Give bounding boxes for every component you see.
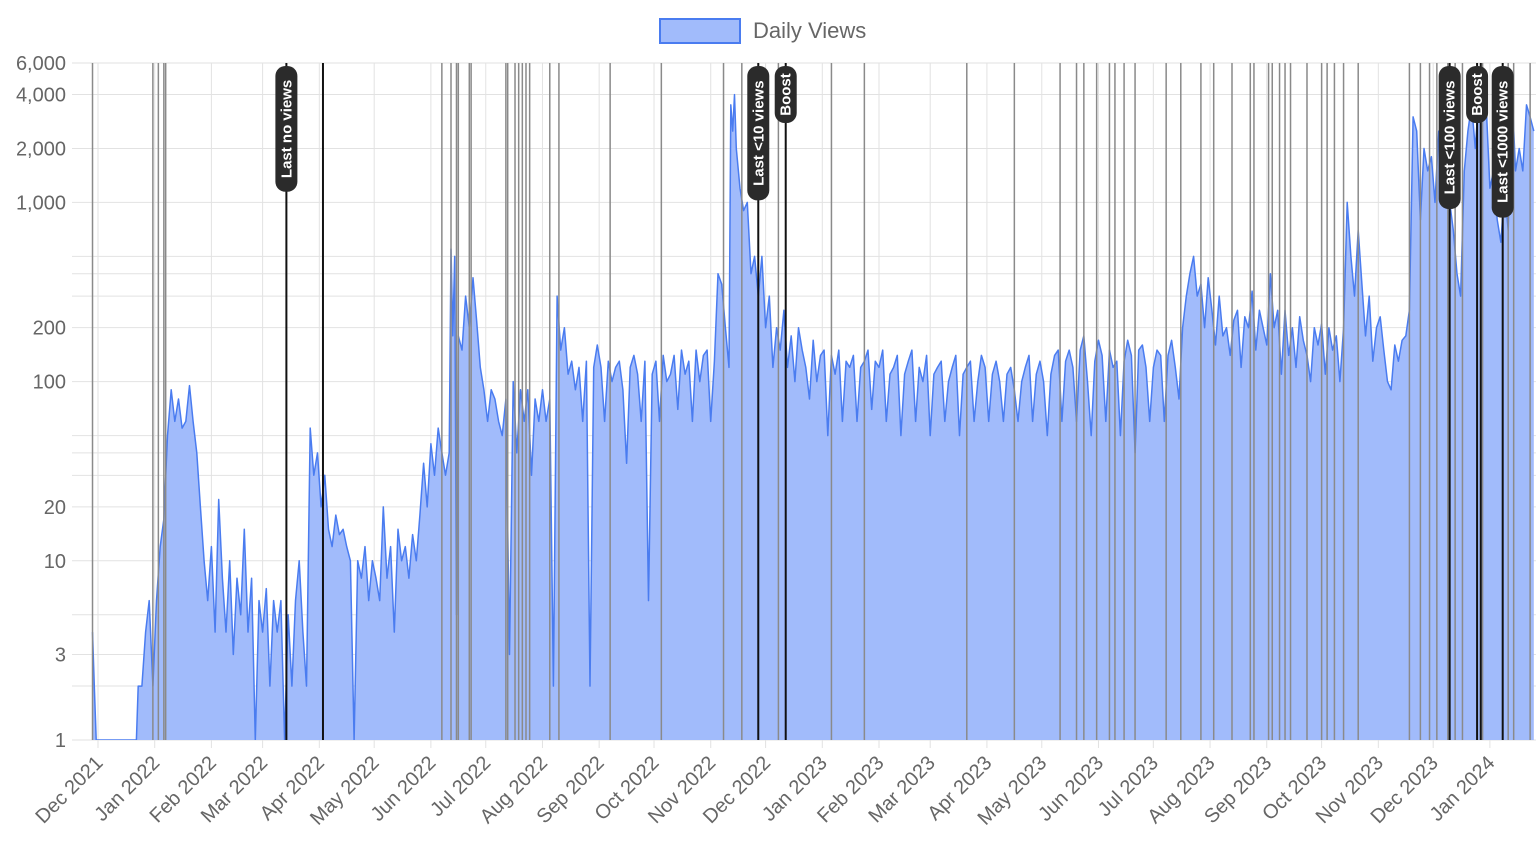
legend-swatch[interactable]	[659, 18, 741, 44]
annotation-label-bg	[1491, 66, 1514, 218]
annotation-label-text: Boost	[1469, 73, 1486, 116]
y-tick-label: 1	[55, 730, 66, 752]
y-tick-label: 10	[44, 551, 66, 573]
y-tick-label: 20	[44, 497, 66, 519]
series-area	[91, 84, 1535, 740]
y-tick-label: 4,000	[16, 85, 66, 107]
y-tick-label: 3	[55, 645, 66, 667]
annotation-label-text: Last no views	[278, 80, 295, 178]
annotation-label: Boost	[774, 66, 797, 123]
annotation-label-bg	[774, 66, 797, 123]
annotation-label-text: Last <1000 views	[1495, 81, 1512, 203]
annotation-label-bg	[747, 66, 770, 201]
y-tick-label: 100	[33, 372, 66, 394]
annotation-label: Boost	[1466, 66, 1489, 123]
y-tick-label: 200	[33, 318, 66, 340]
views-area-fill	[92, 85, 1534, 740]
annotation-label-bg	[275, 66, 298, 192]
y-axis: 1 3 10 20 100 200 1,000 2,000 4,000 6,000	[16, 53, 66, 752]
event-markers	[91, 63, 1531, 740]
y-tick-label: 2,000	[16, 138, 66, 160]
annotation-label: Last <1000 views	[1491, 66, 1514, 218]
legend[interactable]: Daily Views	[659, 18, 866, 44]
annotation-label-text: Last <100 views	[1442, 81, 1459, 195]
annotation-label: Last <10 views	[747, 66, 770, 201]
annotation-labels: Last no views Last <10 views Boost Last <10…	[275, 66, 1514, 218]
annotation-label-bg	[1466, 66, 1489, 123]
annotation-label: Last <100 views	[1438, 66, 1461, 209]
legend-label[interactable]: Daily Views	[753, 18, 866, 43]
annotation-label-bg	[1438, 66, 1461, 209]
annotation-label: Last no views	[275, 66, 298, 192]
views-line	[91, 84, 1535, 740]
annotation-label-text: Boost	[778, 73, 795, 116]
y-tick-label: 1,000	[16, 192, 66, 214]
y-tick-label: 6,000	[16, 53, 66, 75]
annotation-label-text: Last <10 views	[750, 80, 767, 185]
